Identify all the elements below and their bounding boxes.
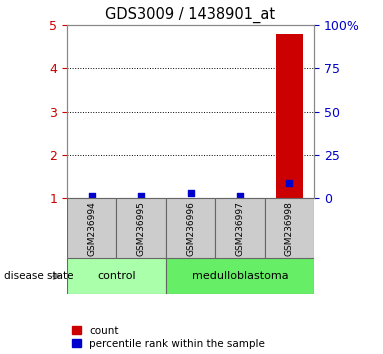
FancyBboxPatch shape: [166, 258, 314, 294]
Point: [237, 193, 243, 199]
Legend: count, percentile rank within the sample: count, percentile rank within the sample: [72, 326, 265, 349]
Text: GSM236996: GSM236996: [186, 201, 195, 256]
Point: [188, 190, 194, 196]
Text: GSM236998: GSM236998: [285, 201, 294, 256]
Text: disease state: disease state: [4, 271, 73, 281]
Point: [88, 193, 95, 199]
Text: GSM236997: GSM236997: [236, 201, 244, 256]
Text: medulloblastoma: medulloblastoma: [192, 271, 288, 281]
FancyBboxPatch shape: [265, 198, 314, 258]
Text: GSM236994: GSM236994: [87, 201, 96, 256]
Bar: [276, 34, 303, 198]
Point: [286, 180, 293, 186]
FancyBboxPatch shape: [215, 198, 265, 258]
FancyBboxPatch shape: [67, 258, 166, 294]
FancyBboxPatch shape: [116, 198, 166, 258]
Title: GDS3009 / 1438901_at: GDS3009 / 1438901_at: [105, 7, 276, 23]
Point: [138, 193, 144, 199]
FancyBboxPatch shape: [166, 198, 215, 258]
Text: GSM236995: GSM236995: [137, 201, 146, 256]
Text: control: control: [97, 271, 136, 281]
FancyBboxPatch shape: [67, 198, 116, 258]
